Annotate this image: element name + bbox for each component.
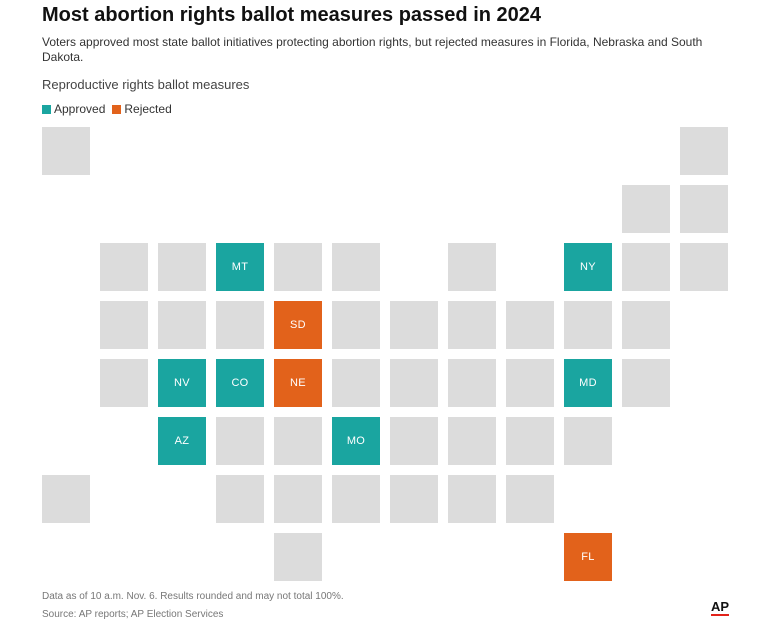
legend: Approved Rejected	[42, 102, 179, 116]
state-tile	[506, 359, 554, 407]
state-tile	[100, 301, 148, 349]
state-tile	[564, 417, 612, 465]
state-tile	[506, 475, 554, 523]
state-tile	[622, 243, 670, 291]
state-tile	[274, 475, 322, 523]
state-tile	[100, 243, 148, 291]
state-tile	[158, 243, 206, 291]
chart-subtitle: Voters approved most state ballot initia…	[42, 35, 703, 64]
state-tile	[448, 417, 496, 465]
state-tile-az: AZ	[158, 417, 206, 465]
state-tile	[448, 359, 496, 407]
legend-item-approved: Approved	[42, 102, 105, 116]
legend-swatch-approved	[42, 104, 51, 114]
state-tile-co: CO	[216, 359, 264, 407]
state-tile-mo: MO	[332, 417, 380, 465]
state-tile	[332, 301, 380, 349]
state-tile-mt: MT	[216, 243, 264, 291]
map-section-label: Reproductive rights ballot measures	[42, 77, 250, 92]
state-tile	[680, 185, 728, 233]
state-tile-ny: NY	[564, 243, 612, 291]
state-tile	[680, 127, 728, 175]
state-tile	[680, 243, 728, 291]
state-tile-sd: SD	[274, 301, 322, 349]
data-note: Data as of 10 a.m. Nov. 6. Results round…	[42, 591, 344, 602]
state-tile	[390, 359, 438, 407]
state-tile	[506, 301, 554, 349]
ap-logo: AP	[711, 599, 730, 616]
state-tile-md: MD	[564, 359, 612, 407]
state-tile-ne: NE	[274, 359, 322, 407]
state-tile	[42, 127, 90, 175]
state-tile	[448, 243, 496, 291]
state-tile	[564, 301, 612, 349]
legend-label-rejected: Rejected	[124, 102, 172, 116]
chart-title: Most abortion rights ballot measures pas…	[42, 4, 542, 26]
state-tile	[274, 243, 322, 291]
legend-swatch-rejected	[112, 104, 122, 114]
state-tile	[274, 417, 322, 465]
state-tile	[390, 475, 438, 523]
state-tile	[274, 533, 322, 581]
legend-label-approved: Approved	[54, 102, 106, 116]
source-note: Source: AP reports; AP Election Services	[42, 609, 224, 620]
state-tile	[100, 359, 148, 407]
state-tile	[622, 185, 670, 233]
state-tile	[158, 301, 206, 349]
state-tile	[42, 475, 90, 523]
state-tile	[448, 301, 496, 349]
state-tile	[448, 475, 496, 523]
state-tile	[390, 301, 438, 349]
legend-item-rejected: Rejected	[112, 102, 172, 116]
state-tile	[216, 475, 264, 523]
state-tile	[332, 475, 380, 523]
state-tile-nv: NV	[158, 359, 206, 407]
state-tile	[216, 417, 264, 465]
state-tile	[332, 359, 380, 407]
state-tile-fl: FL	[564, 533, 612, 581]
state-tile	[622, 359, 670, 407]
state-tile	[390, 417, 438, 465]
state-tile	[506, 417, 554, 465]
state-tile	[622, 301, 670, 349]
state-tile	[216, 301, 264, 349]
state-tile	[332, 243, 380, 291]
